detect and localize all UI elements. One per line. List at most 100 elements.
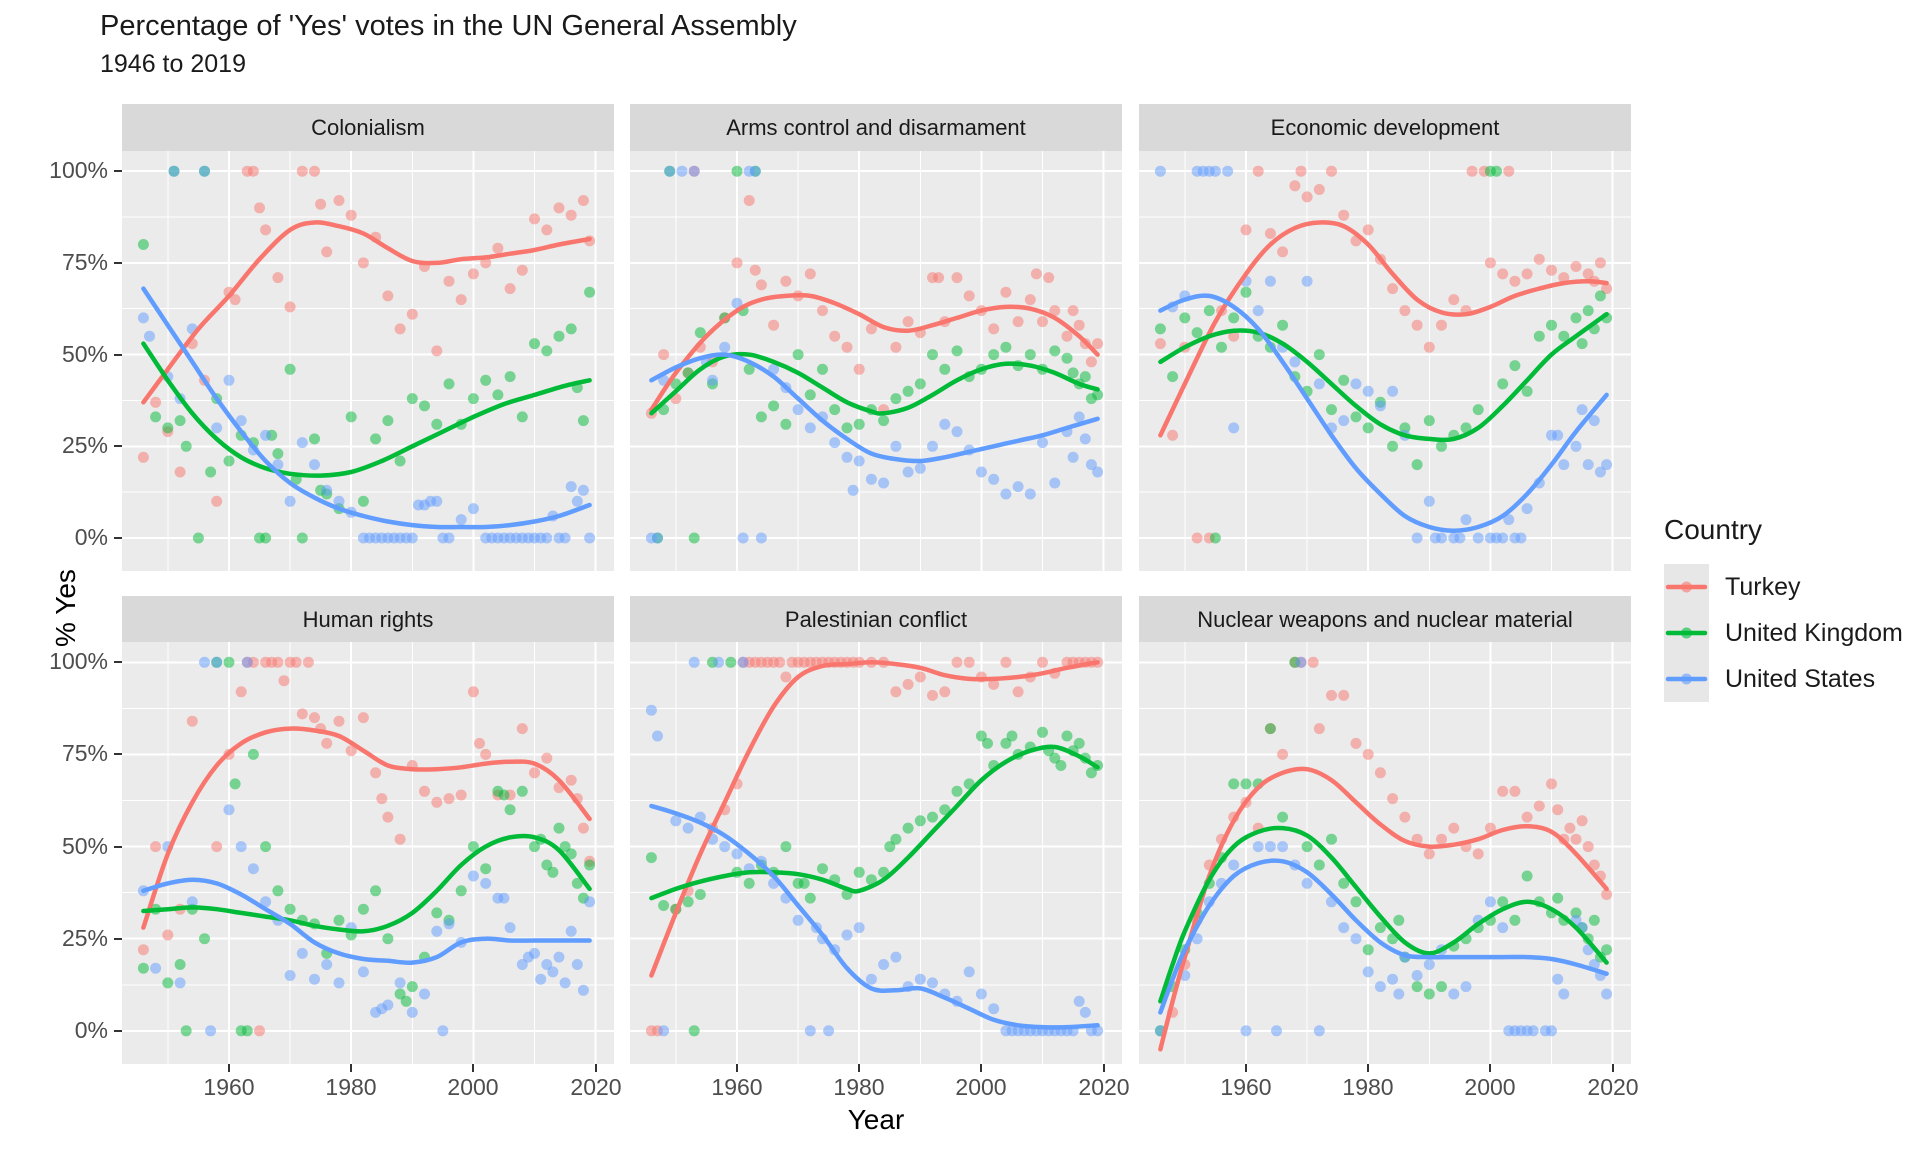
x-tick-mark xyxy=(1103,1064,1105,1072)
scatter-point-united-states xyxy=(823,1025,835,1037)
smooth-line-united-states xyxy=(649,803,1100,1030)
scatter-point-united-states xyxy=(792,404,804,416)
scatter-point-turkey xyxy=(443,275,455,287)
x-tick-mark xyxy=(228,1064,230,1072)
legend-key-swatch xyxy=(1664,610,1709,656)
scatter-point-turkey xyxy=(1546,264,1557,276)
scatter-point-united-kingdom xyxy=(1326,833,1337,845)
scatter-point-united-states xyxy=(1411,970,1423,981)
scatter-point-united-kingdom xyxy=(516,411,528,423)
scatter-point-turkey xyxy=(1387,283,1399,295)
scatter-point-united-kingdom xyxy=(1179,312,1191,324)
scatter-point-united-kingdom xyxy=(296,532,308,544)
scatter-point-turkey xyxy=(504,283,516,295)
scatter-point-turkey xyxy=(1326,689,1337,701)
scatter-point-united-kingdom xyxy=(504,804,516,816)
scatter-point-united-states xyxy=(829,437,841,449)
y-tick-mark xyxy=(114,846,122,848)
scatter-point-united-kingdom xyxy=(1546,319,1557,331)
x-tick-label: 2020 xyxy=(1078,1074,1130,1100)
scatter-point-united-kingdom xyxy=(571,877,583,889)
scatter-point-turkey xyxy=(933,272,945,284)
scatter-point-united-states xyxy=(223,804,235,816)
scatter-point-united-kingdom xyxy=(884,841,896,853)
scatter-point-united-kingdom xyxy=(694,889,706,900)
scatter-point-turkey xyxy=(1503,165,1515,177)
scatter-point-united-states xyxy=(1374,400,1386,412)
scatter-point-united-kingdom xyxy=(1277,319,1289,331)
scatter-point-united-kingdom xyxy=(357,903,369,915)
scatter-point-united-states xyxy=(309,459,320,471)
scatter-point-turkey xyxy=(272,656,284,668)
scatter-point-united-states xyxy=(1338,415,1350,427)
x-tick-label: 1980 xyxy=(1342,1074,1394,1100)
x-tick-mark xyxy=(980,1064,982,1072)
scatter-point-united-states xyxy=(1582,459,1594,471)
scatter-point-united-kingdom xyxy=(1006,730,1018,742)
scatter-point-united-kingdom xyxy=(1216,341,1227,353)
scatter-point-united-kingdom xyxy=(939,363,951,375)
scatter-point-united-states xyxy=(284,970,296,981)
scatter-point-united-states xyxy=(1576,404,1588,416)
scatter-point-turkey xyxy=(186,715,198,727)
scatter-point-turkey xyxy=(939,686,951,698)
scatter-point-united-states xyxy=(713,656,725,668)
scatter-point-turkey xyxy=(1558,272,1570,284)
scatter-point-united-kingdom xyxy=(1203,305,1215,317)
scatter-point-turkey xyxy=(565,209,577,221)
scatter-point-turkey xyxy=(443,793,455,805)
legend-label: Turkey xyxy=(1725,572,1801,601)
scatter-point-turkey xyxy=(1472,848,1484,860)
scatter-point-united-states xyxy=(1387,973,1399,985)
scatter-point-united-kingdom xyxy=(1073,737,1085,749)
scatter-point-united-kingdom xyxy=(431,418,443,430)
scatter-point-united-states xyxy=(382,999,394,1011)
scatter-point-united-states xyxy=(927,977,938,989)
scatter-point-united-kingdom xyxy=(645,852,657,864)
scatter-point-united-states xyxy=(467,870,479,882)
scatter-point-turkey xyxy=(1049,305,1061,317)
scatter-point-united-kingdom xyxy=(890,833,902,845)
scatter-point-united-states xyxy=(223,374,235,386)
scatter-point-turkey xyxy=(1533,253,1545,265)
scatter-point-united-kingdom xyxy=(1240,286,1252,298)
scatter-point-turkey xyxy=(780,671,792,683)
scatter-point-united-kingdom xyxy=(529,841,540,853)
scatter-point-united-kingdom xyxy=(370,885,382,897)
y-tick-mark xyxy=(114,753,122,755)
scatter-point-united-states xyxy=(1503,514,1515,526)
scatter-point-united-states xyxy=(688,656,700,668)
legend-label: United States xyxy=(1725,664,1876,693)
scatter-point-united-kingdom xyxy=(1460,422,1472,434)
scatter-point-turkey xyxy=(1289,180,1301,192)
scatter-point-united-states xyxy=(847,484,859,496)
scatter-point-turkey xyxy=(1092,338,1104,350)
scatter-point-united-states xyxy=(792,914,804,926)
y-tick-label: 100% xyxy=(49,157,108,183)
scatter-point-united-kingdom xyxy=(406,393,418,405)
scatter-point-united-states xyxy=(853,922,865,934)
facet-strip-label: Human rights xyxy=(302,606,434,632)
y-tick-mark xyxy=(114,537,122,539)
scatter-point-united-states xyxy=(878,477,890,489)
y-tick-mark xyxy=(114,445,122,447)
scatter-point-united-kingdom xyxy=(1326,404,1337,416)
scatter-point-united-kingdom xyxy=(1228,778,1240,790)
smooth-line-united-kingdom xyxy=(141,341,592,478)
scatter-point-united-states xyxy=(535,973,547,985)
scatter-point-united-kingdom xyxy=(951,785,963,797)
scatter-point-turkey xyxy=(951,656,963,668)
scatter-point-united-kingdom xyxy=(1000,737,1012,749)
legend-entry-united-kingdom: United Kingdom xyxy=(1664,610,1920,656)
scatter-point-turkey xyxy=(1264,228,1276,239)
scatter-point-united-kingdom xyxy=(394,988,406,1000)
scatter-point-turkey xyxy=(357,712,369,724)
x-tick-label: 2000 xyxy=(447,1074,499,1100)
scatter-point-united-kingdom xyxy=(902,385,914,397)
scatter-point-turkey xyxy=(321,737,333,749)
scatter-point-united-states xyxy=(498,892,510,904)
scatter-point-united-kingdom xyxy=(1209,532,1221,544)
scatter-point-united-states xyxy=(707,374,718,386)
x-tick-label: 1960 xyxy=(203,1074,255,1100)
